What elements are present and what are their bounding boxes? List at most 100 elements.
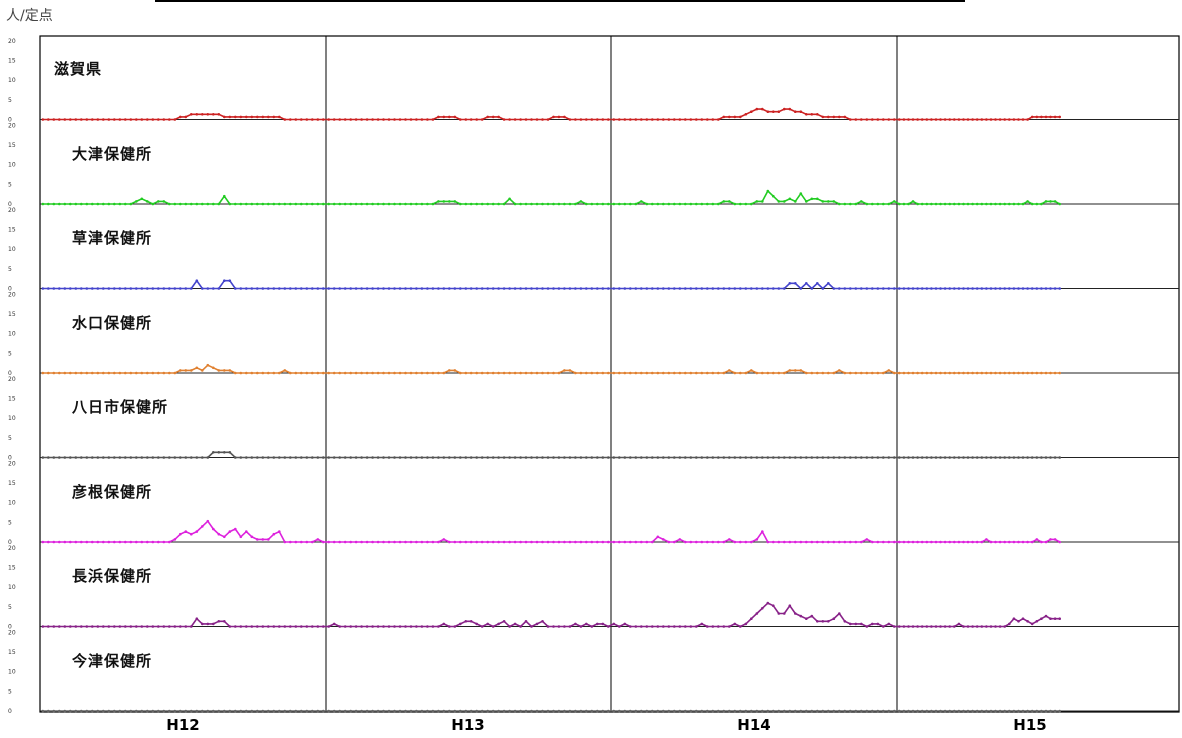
series-line bbox=[42, 364, 1060, 374]
data-point bbox=[360, 371, 363, 375]
data-point bbox=[1058, 371, 1061, 375]
data-point bbox=[673, 202, 676, 206]
data-point bbox=[1026, 118, 1029, 121]
data-point bbox=[80, 202, 83, 206]
data-point bbox=[667, 540, 671, 544]
data-point bbox=[957, 371, 961, 375]
data-point bbox=[645, 202, 649, 206]
data-point bbox=[689, 202, 693, 206]
data-point bbox=[1044, 200, 1048, 203]
data-point bbox=[601, 371, 605, 375]
data-point bbox=[552, 115, 555, 119]
data-point bbox=[1058, 115, 1061, 119]
data-point bbox=[360, 202, 363, 206]
data-point bbox=[1044, 287, 1048, 290]
data-point bbox=[322, 118, 325, 121]
data-point bbox=[552, 202, 555, 206]
data-point bbox=[994, 202, 997, 206]
data-point bbox=[943, 202, 947, 206]
data-point bbox=[184, 115, 188, 119]
data-point bbox=[1012, 540, 1016, 544]
data-point bbox=[118, 118, 122, 121]
data-point bbox=[519, 287, 522, 290]
data-point bbox=[985, 371, 988, 375]
data-point bbox=[700, 456, 704, 459]
series-label: 水口保健所 bbox=[72, 313, 153, 332]
data-point bbox=[971, 625, 974, 628]
data-point bbox=[371, 202, 374, 206]
data-point bbox=[1044, 540, 1048, 544]
data-point bbox=[212, 709, 215, 713]
data-point bbox=[849, 202, 852, 206]
data-point bbox=[223, 451, 226, 454]
data-point bbox=[354, 456, 358, 459]
data-point bbox=[469, 709, 473, 713]
data-point bbox=[91, 540, 94, 544]
data-point bbox=[887, 540, 891, 544]
data-point bbox=[118, 202, 122, 206]
data-point bbox=[930, 625, 933, 628]
data-point bbox=[255, 371, 259, 375]
data-point bbox=[96, 371, 100, 375]
data-point bbox=[437, 287, 440, 290]
data-point bbox=[772, 110, 775, 113]
data-point bbox=[206, 202, 210, 206]
data-point bbox=[47, 202, 50, 206]
data-point bbox=[212, 622, 215, 626]
data-point bbox=[1030, 709, 1034, 713]
data-point bbox=[934, 540, 938, 544]
data-point bbox=[239, 202, 243, 206]
data-point bbox=[74, 202, 78, 206]
data-point bbox=[535, 540, 539, 544]
data-point bbox=[332, 540, 336, 544]
data-point bbox=[157, 200, 160, 203]
data-point bbox=[96, 287, 100, 290]
data-point bbox=[557, 202, 561, 206]
data-point bbox=[849, 118, 852, 121]
data-point bbox=[349, 540, 353, 544]
data-point bbox=[849, 287, 852, 290]
data-point bbox=[788, 709, 792, 713]
data-point bbox=[129, 540, 133, 544]
data-point bbox=[486, 456, 490, 459]
data-point bbox=[69, 371, 72, 375]
data-point bbox=[816, 709, 819, 713]
data-point bbox=[788, 456, 792, 459]
data-point bbox=[129, 456, 133, 459]
data-point bbox=[957, 118, 961, 121]
data-point bbox=[832, 456, 836, 459]
data-point bbox=[195, 202, 199, 206]
data-point bbox=[1030, 540, 1034, 544]
data-point bbox=[47, 287, 50, 290]
data-point bbox=[398, 456, 402, 459]
data-point bbox=[146, 371, 149, 375]
series-line bbox=[42, 602, 1060, 628]
data-point bbox=[579, 709, 583, 713]
data-point bbox=[234, 625, 237, 628]
data-point bbox=[925, 118, 929, 121]
series-line bbox=[42, 451, 1060, 459]
data-point bbox=[783, 709, 786, 713]
data-point bbox=[557, 287, 561, 290]
data-point bbox=[1040, 456, 1043, 459]
data-point bbox=[590, 202, 594, 206]
data-point bbox=[239, 625, 243, 628]
data-point bbox=[865, 625, 869, 628]
data-point bbox=[475, 118, 479, 121]
data-point bbox=[102, 625, 105, 628]
data-point bbox=[442, 622, 446, 626]
data-point bbox=[1021, 287, 1025, 290]
data-point bbox=[985, 625, 988, 628]
data-point bbox=[250, 202, 254, 206]
data-point bbox=[975, 540, 979, 544]
data-point bbox=[893, 287, 896, 290]
data-point bbox=[1017, 287, 1020, 290]
data-point bbox=[772, 456, 775, 459]
data-point bbox=[184, 369, 188, 372]
data-point bbox=[860, 622, 863, 626]
data-point bbox=[816, 456, 819, 459]
data-point bbox=[943, 540, 947, 544]
data-point bbox=[722, 540, 726, 544]
data-point bbox=[349, 287, 353, 290]
data-point bbox=[519, 709, 522, 713]
